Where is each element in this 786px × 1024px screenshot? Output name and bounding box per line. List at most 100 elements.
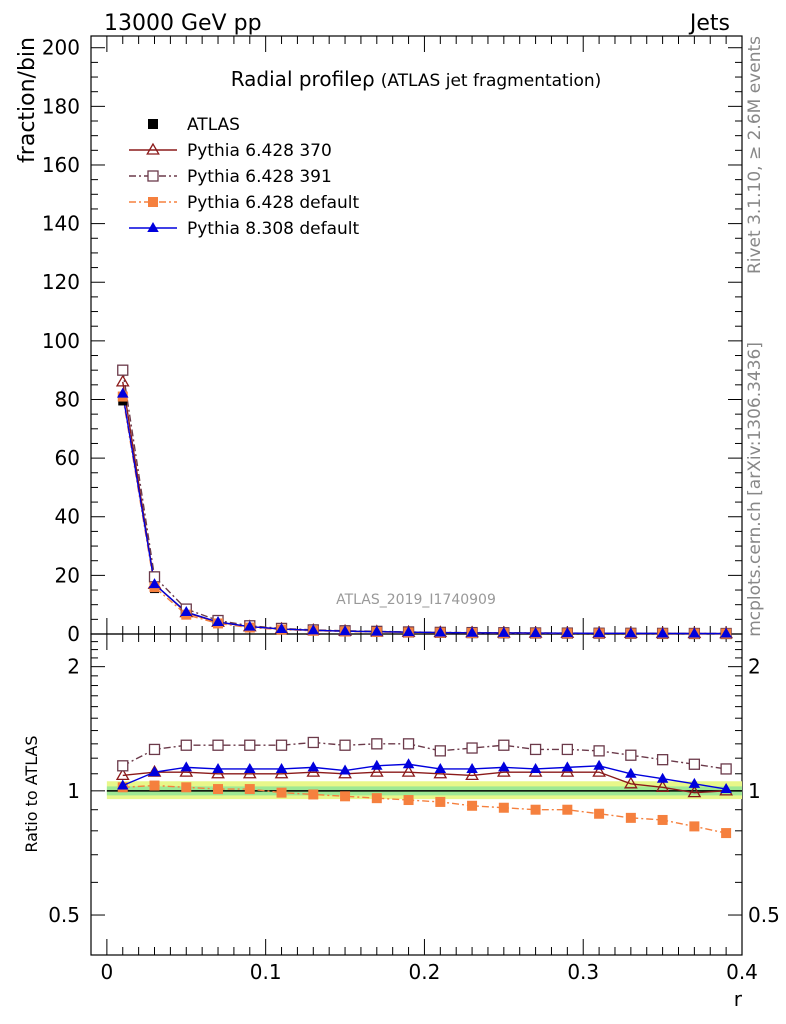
y-tick-label: 160 — [42, 153, 80, 177]
ratio-point-0 — [115, 768, 130, 781]
x-tick-label: 0.4 — [726, 960, 758, 984]
legend-label-3: Pythia 8.308 default — [187, 219, 360, 239]
legend-label-atlas: ATLAS — [187, 115, 240, 135]
ratio-point-0 — [623, 776, 638, 789]
series-point-3 — [117, 387, 129, 398]
ratio-point-2 — [308, 789, 319, 800]
ratio-point-3 — [371, 759, 383, 770]
legend-label-0: Pythia 6.428 370 — [187, 141, 332, 161]
legend-label-2: Pythia 6.428 default — [187, 193, 360, 213]
ratio-point-2 — [625, 812, 636, 823]
y-tick-label: 180 — [42, 94, 80, 118]
series-point-3 — [720, 627, 732, 638]
y-tick-label: 100 — [42, 329, 80, 353]
series-point-3 — [244, 620, 256, 631]
ratio-point-1 — [339, 739, 351, 751]
y-tick-label: 60 — [55, 446, 80, 470]
ratio-tick-label: 0.5 — [48, 903, 80, 927]
ratio-point-3 — [402, 758, 415, 769]
ratio-point-3 — [466, 762, 478, 773]
ratio-series-layer — [115, 736, 733, 839]
ratio-tick-label-right: 0.5 — [748, 903, 780, 927]
series-point-3 — [180, 606, 193, 617]
rivet-info: Rivet 3.1.10, ≥ 2.6M events — [745, 36, 765, 274]
ratio-point-3 — [339, 764, 351, 775]
ratio-point-3 — [434, 762, 447, 773]
series-point-3 — [466, 626, 478, 637]
chart-title-note: (ATLAS jet fragmentation) — [381, 71, 602, 91]
ratio-point-3 — [625, 767, 637, 778]
series-point-3 — [402, 626, 415, 637]
y-tick-label: 40 — [55, 505, 80, 529]
ratio-point-1 — [561, 743, 573, 756]
ratio-point-1 — [656, 754, 669, 766]
series-point-3 — [148, 578, 161, 589]
ratio-point-3 — [720, 783, 732, 794]
ratio-point-2 — [498, 802, 509, 813]
ratio-line-2 — [122, 784, 727, 834]
ratio-point-0 — [465, 768, 479, 781]
series-point-3 — [593, 627, 605, 638]
series-point-3 — [529, 627, 542, 638]
ratio-tick-label: 2 — [67, 655, 80, 679]
ratio-point-1 — [244, 739, 256, 751]
ratio-point-3 — [275, 762, 288, 773]
ratio-tick-label-right: 2 — [748, 655, 761, 679]
y-tick-label: 120 — [42, 270, 80, 294]
ratio-point-1 — [148, 743, 161, 756]
chart-title: Radial profileρ (ATLAS jet fragmentation) — [231, 67, 602, 91]
ratio-point-2 — [340, 791, 351, 802]
series-point-3 — [339, 625, 351, 636]
ratio-point-2 — [689, 821, 700, 832]
ratio-point-2 — [721, 828, 732, 839]
ratio-point-3 — [498, 761, 510, 772]
ratio-point-3 — [529, 762, 542, 773]
ratio-point-3 — [117, 779, 129, 790]
ratio-line-3 — [122, 763, 727, 790]
ratio-point-1 — [402, 738, 415, 750]
legend-marker-1 — [147, 170, 159, 182]
series-point-3 — [625, 627, 637, 638]
x-tick-label: 0 — [101, 960, 114, 984]
ratio-point-1 — [466, 742, 478, 754]
ratio-point-3 — [561, 761, 574, 772]
source-info: mcplots.cern.ch [arXiv:1306.3436] — [745, 342, 765, 637]
series-point-3 — [434, 626, 447, 637]
ratio-point-2 — [403, 795, 414, 806]
ratio-point-0 — [369, 764, 384, 777]
x-tick-label: 0.1 — [250, 960, 282, 984]
ratio-point-1 — [180, 739, 192, 751]
ratio-axis-label: Ratio to ATLAS — [22, 735, 41, 852]
x-tick-label: 0.2 — [409, 960, 441, 984]
ratio-line-0 — [122, 771, 727, 794]
ratio-point-0 — [687, 785, 702, 798]
y-tick-label: 140 — [42, 212, 80, 236]
ratio-point-2 — [213, 784, 224, 795]
main-series-layer — [115, 364, 733, 640]
ratio-tick-label-right: 1 — [748, 779, 761, 803]
ratio-point-2 — [530, 804, 541, 815]
ratio-point-1 — [498, 739, 510, 751]
ratio-point-1 — [688, 758, 701, 770]
ratio-point-2 — [181, 782, 192, 793]
legend-marker-0 — [146, 142, 160, 155]
ratio-point-1 — [117, 760, 129, 772]
energy-label: 13000 GeV pp — [104, 11, 262, 36]
ratio-point-2 — [562, 804, 573, 815]
ratio-point-1 — [720, 763, 732, 775]
series-point-3 — [561, 627, 574, 638]
series-point-3 — [371, 625, 383, 636]
series-point-3 — [307, 624, 320, 635]
ratio-point-3 — [593, 759, 605, 770]
ratio-point-2 — [594, 808, 605, 819]
legend: ATLAS Pythia 6.428 370 Pythia 6.428 391 Pyt… — [129, 115, 360, 239]
ratio-point-3 — [212, 762, 224, 773]
axis-ticks: 0 20 40 60 80 100 120 140 160 180 200 0 0.1 0.2 0.3 0.4… — [42, 36, 780, 984]
y-axis-label: fraction/bin — [15, 37, 40, 163]
ratio-point-1 — [529, 743, 542, 756]
ratio-point-1 — [434, 745, 446, 757]
ratio-point-3 — [307, 761, 320, 772]
series-point-3 — [688, 627, 701, 638]
analysis-id: ATLAS_2019_I1740909 — [336, 592, 496, 608]
